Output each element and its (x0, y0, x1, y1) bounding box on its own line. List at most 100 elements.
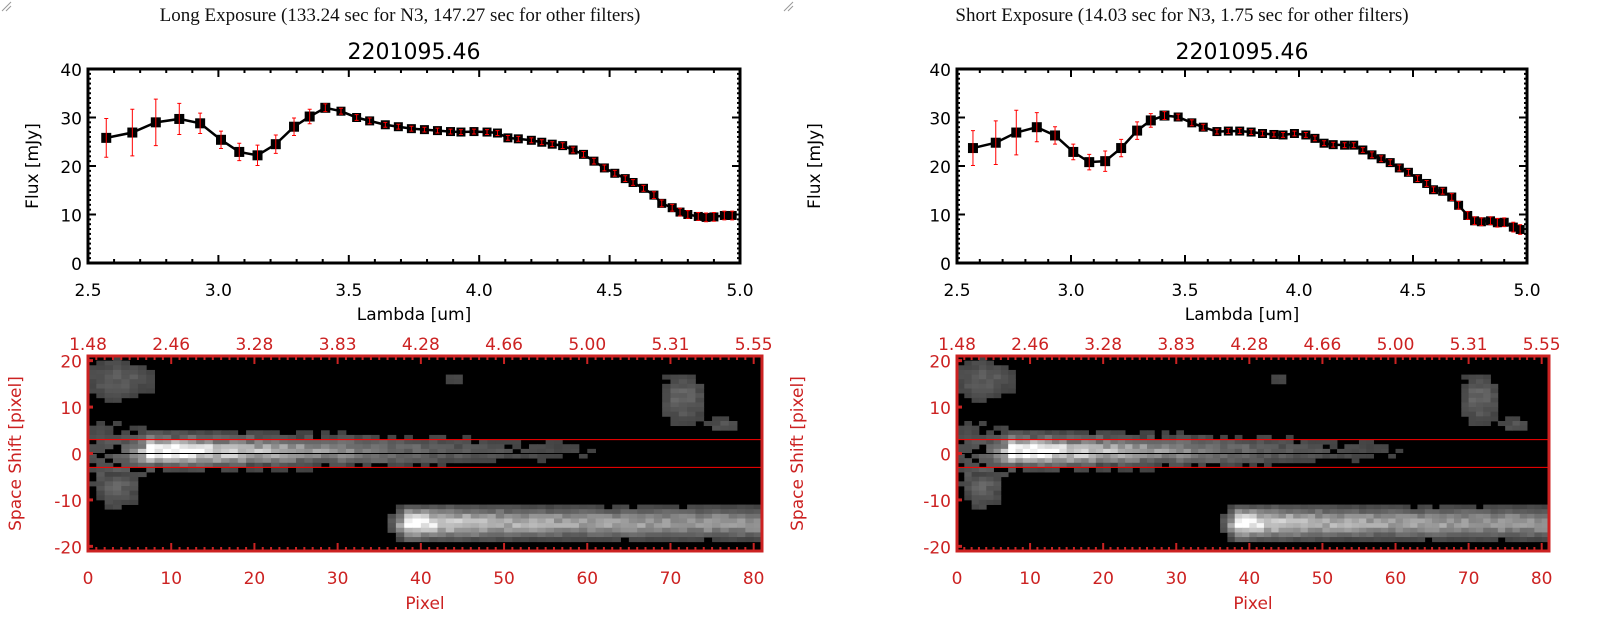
image-pixel (637, 532, 646, 538)
x-tick-label: 80 (1531, 569, 1553, 589)
image-pixel (1059, 439, 1068, 445)
x-tick-label: 5.0 (726, 281, 753, 301)
image-pixel (529, 513, 538, 519)
error-bar (255, 144, 260, 167)
image-pixel (1205, 448, 1214, 454)
image-pixel (678, 513, 688, 519)
image-pixel (1541, 513, 1550, 519)
image-pixel (1088, 462, 1097, 468)
image-pixel (1147, 458, 1155, 464)
image-pixel (1059, 458, 1068, 464)
error-bar (1135, 121, 1140, 140)
image-pixel (753, 527, 763, 533)
image-pixel (1337, 513, 1345, 519)
image-pixel (437, 523, 447, 529)
image-pixel (112, 365, 122, 371)
image-pixel (1081, 434, 1089, 440)
image-pixel (620, 504, 630, 510)
image-pixel (1249, 448, 1258, 454)
image-pixel (745, 504, 755, 510)
image-pixel (695, 518, 705, 524)
image-pixel (1380, 444, 1389, 450)
image-pixel (712, 523, 721, 529)
image-pixel (237, 448, 247, 454)
image-pixel (1468, 383, 1477, 389)
image-pixel (187, 462, 197, 468)
image-pixel (964, 462, 973, 468)
image-pixel (678, 537, 688, 543)
image-pixel (1147, 439, 1155, 445)
image-pixel (420, 444, 430, 450)
image-pixel (1117, 430, 1126, 436)
image-pixel (1395, 504, 1404, 510)
error-bar (529, 137, 534, 144)
image-pixel (337, 434, 347, 440)
image-pixel (1461, 397, 1470, 403)
image-pixel (370, 434, 380, 440)
image-pixel (1242, 504, 1250, 510)
image-pixel (720, 421, 730, 427)
image-pixel (395, 509, 405, 515)
image-pixel (104, 504, 114, 510)
image-pixel (653, 509, 663, 515)
image-pixel (986, 458, 994, 464)
image-pixel (121, 379, 130, 385)
image-pixel (1329, 453, 1338, 459)
image-pixel (653, 532, 663, 538)
image-pixel (703, 532, 713, 538)
image-pixel (1534, 504, 1543, 510)
image-pixel (1483, 379, 1491, 385)
image-pixel (1168, 462, 1177, 468)
image-pixel (971, 369, 980, 375)
image-pixel (204, 439, 214, 445)
image-pixel (1249, 518, 1258, 524)
image-pixel (678, 416, 688, 422)
image-pixel (1263, 444, 1272, 450)
image-pixel (1402, 518, 1411, 524)
image-pixel (454, 518, 463, 524)
image-pixel (1190, 453, 1199, 459)
image-pixel (229, 434, 239, 440)
image-pixel (362, 444, 372, 450)
image-pixel (678, 518, 688, 524)
image-pixel (1227, 453, 1236, 459)
image-pixel (104, 393, 114, 399)
error-bar (237, 142, 242, 162)
image-pixel (1541, 527, 1550, 533)
image-pixel (1161, 444, 1170, 450)
image-pixel (1015, 453, 1024, 459)
image-pixel (1081, 467, 1089, 473)
resize-grip-icon[interactable] (0, 0, 12, 12)
error-bar (1214, 128, 1219, 135)
image-pixel (537, 509, 547, 515)
image-pixel (1234, 434, 1243, 440)
image-pixel (695, 383, 705, 389)
image-pixel (88, 467, 97, 473)
image-pixel (628, 518, 638, 524)
image-pixel (728, 523, 738, 529)
error-bar (485, 129, 490, 135)
image-pixel (479, 439, 488, 445)
resize-grip-icon[interactable] (782, 0, 794, 12)
image-pixel (1380, 504, 1389, 510)
image-pixel (1271, 439, 1279, 445)
image-pixel (1176, 462, 1184, 468)
image-pixel (1395, 537, 1404, 543)
image-pixel (520, 523, 530, 529)
image-pixel (1125, 434, 1133, 440)
image-pixel (495, 518, 505, 524)
image-pixel (670, 407, 680, 413)
image-pixel (678, 397, 688, 403)
image-pixel (545, 513, 555, 519)
image-pixel (1519, 527, 1528, 533)
image-pixel (978, 458, 987, 464)
image-pixel (720, 504, 730, 510)
image-pixel (1095, 458, 1104, 464)
image-pixel (246, 453, 255, 459)
image-pixel (1234, 527, 1243, 533)
image-pixel (529, 537, 538, 543)
image-pixel (695, 513, 705, 519)
image-pixel (1468, 402, 1477, 408)
image-pixel (1168, 439, 1177, 445)
image-pixel (1066, 439, 1075, 445)
